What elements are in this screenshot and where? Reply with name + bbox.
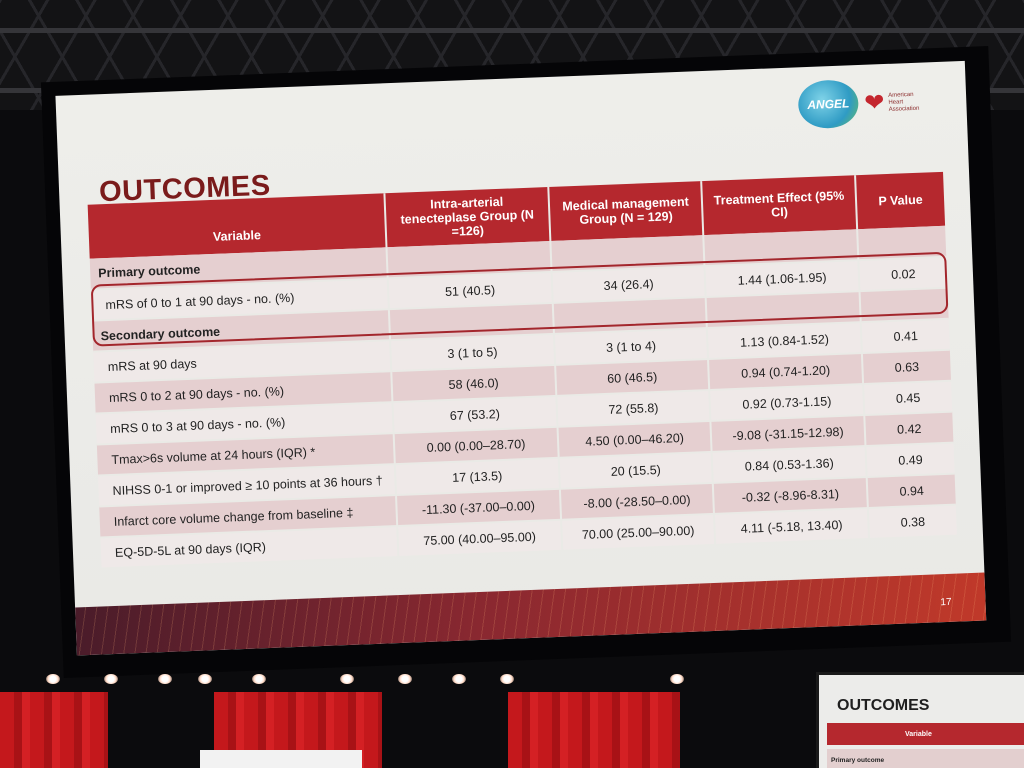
row-p-value: 0.41 xyxy=(860,318,950,354)
stage-light xyxy=(500,674,514,684)
aha-logo: ❤ American Heart Association xyxy=(864,85,921,121)
monitor-header-label: Variable xyxy=(905,730,932,738)
stage-light-row xyxy=(0,674,1024,694)
stage-light xyxy=(398,674,412,684)
slide: ANGEL ❤ American Heart Association OUTCO… xyxy=(55,60,987,656)
row-p-value: 0.02 xyxy=(858,256,948,292)
row-med-value: 70.00 (25.00–90.00) xyxy=(560,513,716,551)
stage-light xyxy=(158,674,172,684)
heart-icon: ❤ xyxy=(863,89,885,117)
row-p-value: 0.49 xyxy=(865,442,955,478)
stage-light xyxy=(46,674,60,684)
row-p-value: 0.45 xyxy=(863,380,953,416)
stage-curtain xyxy=(508,692,680,768)
header-treatment-effect: Treatment Effect (95% CI) xyxy=(701,175,858,236)
logo-text: ANGEL xyxy=(807,96,850,113)
header-ia-group: Intra-arterial tenecteplase Group (N =12… xyxy=(384,187,551,248)
page-number: 17 xyxy=(940,596,952,609)
row-p-value: 0.42 xyxy=(864,411,954,447)
projection-screen: ANGEL ❤ American Heart Association OUTCO… xyxy=(40,46,1012,678)
stage-light xyxy=(670,674,684,684)
row-p-value: 0.38 xyxy=(867,504,957,539)
header-medical-group: Medical management Group (N = 129) xyxy=(548,181,704,241)
stage-curtain xyxy=(0,692,108,768)
stage-light xyxy=(104,674,118,684)
monitor-title: OUTCOMES xyxy=(837,697,930,714)
stage-light xyxy=(340,674,354,684)
stage-light xyxy=(452,674,466,684)
monitor-header: Variable xyxy=(827,723,1024,745)
stage-light xyxy=(252,674,266,684)
lectern-screen xyxy=(200,750,362,768)
outcomes-table: Variable Intra-arterial tenecteplase Gro… xyxy=(87,171,957,570)
aha-logo-text: American Heart Association xyxy=(888,91,920,113)
truss-bar xyxy=(0,28,1024,33)
row-p-value: 0.63 xyxy=(861,349,952,385)
monitor-row: Primary outcome xyxy=(827,749,1024,768)
angel-trial-logo: ANGEL xyxy=(797,79,860,130)
row-effect-value: 4.11 (-5.18, 13.40) xyxy=(714,507,869,545)
header-p-value: P Value xyxy=(854,171,946,230)
slide-footer-band: 17 xyxy=(75,572,987,656)
row-ia-value: 75.00 (40.00–95.00) xyxy=(397,519,563,558)
row-p-value: 0.94 xyxy=(866,473,956,508)
secondary-monitor: OUTCOMES Variable Primary outcome xyxy=(816,672,1024,768)
stage-light xyxy=(198,674,212,684)
